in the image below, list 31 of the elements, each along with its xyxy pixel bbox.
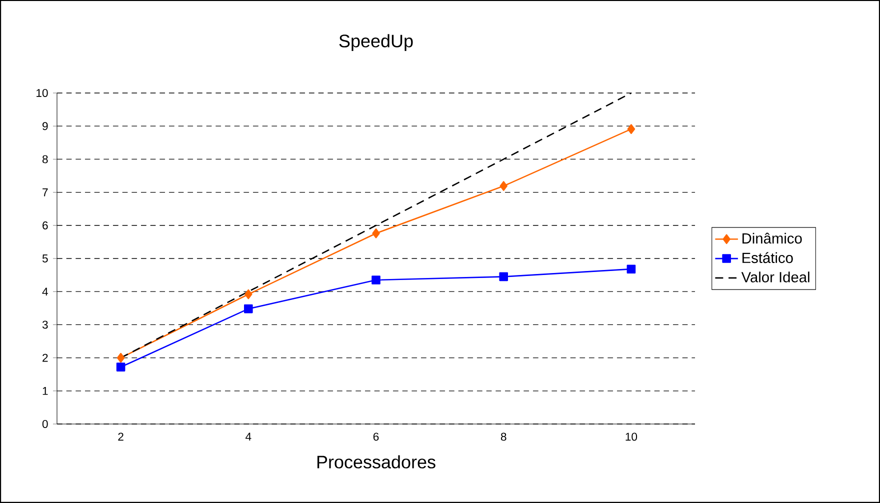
y-tick-label: 2: [42, 354, 48, 362]
point: [116, 352, 125, 363]
y-tick-label: 8: [42, 155, 48, 164]
point: [116, 362, 126, 372]
point: [627, 124, 636, 134]
x-tick-label: 2: [118, 432, 124, 441]
y-tick-label: 0: [42, 420, 48, 428]
y-tick-label: 9: [42, 122, 48, 130]
y-tick-label: 5: [42, 254, 48, 262]
chart-title: SpeedUp: [339, 34, 413, 51]
point: [244, 304, 253, 314]
x-tick-label: 10: [626, 432, 638, 441]
legend-label: Estático: [742, 252, 793, 264]
y-tick-label: 3: [42, 320, 48, 329]
y-tick-label: 6: [42, 221, 48, 230]
point: [372, 228, 380, 238]
y-tick-label: 1: [42, 387, 48, 395]
y-tick-label: 4: [42, 288, 48, 296]
x-axis-title: Processadores: [317, 455, 436, 468]
x-tick-label: 6: [373, 432, 379, 441]
point: [626, 264, 636, 274]
x-tick-label: 8: [500, 432, 506, 441]
x-tick-label: 4: [246, 432, 252, 441]
point: [372, 276, 380, 284]
point: [244, 289, 252, 300]
y-tick-label: 7: [42, 188, 48, 196]
point: [500, 181, 508, 191]
legend-label: Dinâmico: [742, 232, 802, 244]
legend-label: Valor Ideal: [741, 272, 810, 282]
point: [499, 272, 508, 282]
y-tick-label: 10: [36, 88, 48, 97]
